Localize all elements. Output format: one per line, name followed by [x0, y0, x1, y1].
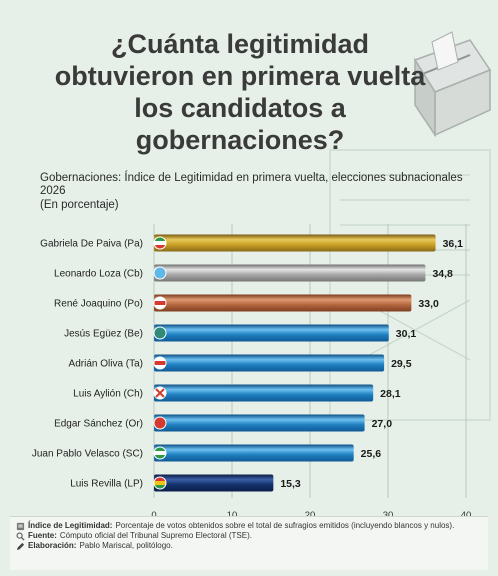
- x-tick-label: 40: [461, 510, 472, 521]
- category-label: Juan Pablo Velasco (SC): [32, 449, 143, 460]
- x-tick-label: 0: [151, 510, 156, 521]
- category-label: Jesús Egüez (Be): [64, 329, 143, 340]
- data-label: 29,5: [391, 358, 412, 370]
- data-label: 25,6: [361, 448, 382, 460]
- chart-unit-label: (En porcentaje): [40, 199, 119, 211]
- data-label: 15,3: [280, 478, 301, 490]
- department-badge-icon: [153, 236, 167, 250]
- footer-credits-text: Pablo Mariscal, politólogo.: [79, 541, 173, 550]
- footer-source-text: Cómputo oficial del Tribunal Supremo Ele…: [59, 531, 252, 540]
- data-label: 27,0: [372, 418, 393, 430]
- department-badge-icon: [153, 296, 167, 310]
- data-label: 33,0: [418, 298, 439, 310]
- department-badge-icon: [153, 326, 167, 340]
- legitimacy-bar-chart: Gabriela De Paiva (Pa) 36,1 Leonardo Loza …: [32, 224, 472, 521]
- x-tick-label: 10: [227, 510, 238, 521]
- data-label: 30,1: [396, 328, 417, 340]
- bar: [154, 354, 385, 372]
- magnifier-icon: [16, 532, 25, 541]
- department-badge-icon: [153, 416, 167, 430]
- department-badge-icon: [153, 476, 167, 490]
- bar: [154, 444, 354, 462]
- footer-definition-text: Porcentaje de votos obtenidos sobre el t…: [115, 521, 455, 530]
- category-label: Leonardo Loza (Cb): [54, 269, 143, 280]
- bar: [154, 234, 436, 252]
- category-label: Adrián Oliva (Ta): [69, 359, 143, 370]
- x-tick-label: 20: [305, 510, 316, 521]
- bar: [154, 264, 426, 282]
- info-icon: [16, 522, 25, 530]
- category-label: Edgar Sánchez (Or): [54, 419, 143, 430]
- bar: [154, 414, 365, 432]
- pencil-icon: [16, 542, 25, 550]
- x-tick-label: 30: [383, 510, 394, 521]
- footer-source: Fuente: Cómputo oficial del Tribunal Sup…: [16, 531, 482, 541]
- chart-footer: Índice de Legitimidad: Porcentaje de vot…: [10, 516, 488, 570]
- data-label: 36,1: [443, 238, 464, 250]
- page-title: ¿Cuánta legitimidad obtuvieron en primer…: [54, 29, 426, 155]
- footer-source-label: Fuente:: [28, 531, 57, 540]
- footer-definition-label: Índice de Legitimidad:: [28, 521, 113, 530]
- footer-credits-label: Elaboración:: [28, 541, 77, 550]
- bar: [154, 474, 274, 492]
- category-label: René Joaquino (Po): [54, 299, 143, 310]
- data-label: 28,1: [380, 388, 401, 400]
- bar: [154, 384, 374, 402]
- footer-credits: Elaboración: Pablo Mariscal, politólogo.: [16, 541, 482, 551]
- footer-definition: Índice de Legitimidad: Porcentaje de vot…: [16, 521, 482, 531]
- department-badge-icon: [153, 446, 167, 460]
- bar: [154, 324, 389, 342]
- category-label: Luis Revilla (LP): [70, 479, 143, 490]
- department-badge-icon: [153, 266, 167, 280]
- category-label: Luis Aylión (Ch): [73, 389, 143, 400]
- bar: [154, 294, 412, 312]
- data-label: 34,8: [432, 268, 453, 280]
- chart-subtitle: Gobernaciones: Índice de Legitimidad en …: [40, 172, 463, 197]
- department-badge-icon: [153, 386, 167, 400]
- category-label: Gabriela De Paiva (Pa): [40, 239, 143, 250]
- department-badge-icon: [153, 356, 167, 370]
